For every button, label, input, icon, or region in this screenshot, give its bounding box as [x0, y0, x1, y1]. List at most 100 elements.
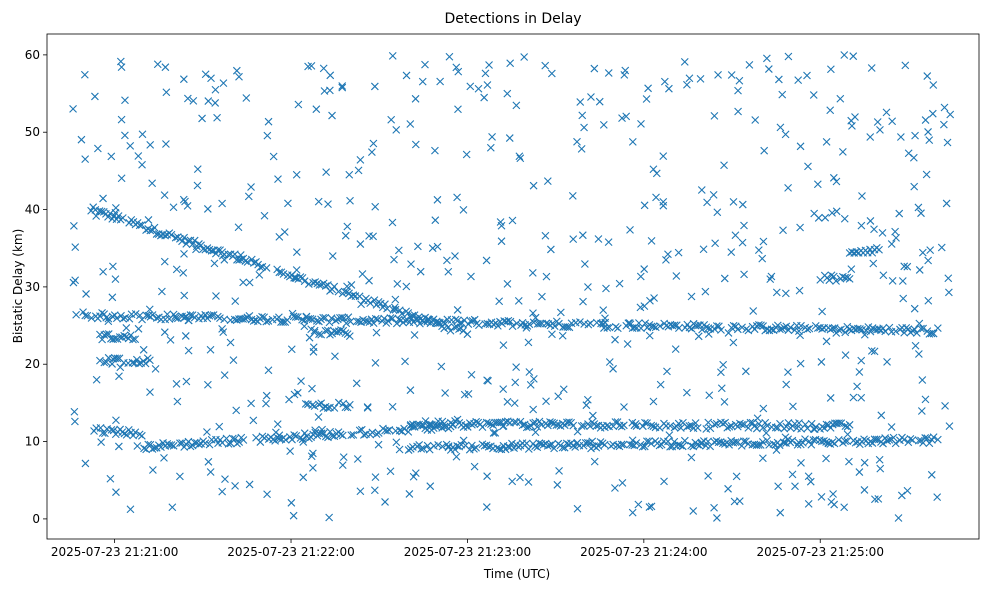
detection-point [392, 125, 401, 134]
detection-point [578, 231, 587, 240]
detection-point [841, 437, 849, 446]
detection-point [942, 199, 951, 208]
detection-point [134, 324, 143, 333]
detection-point [466, 82, 475, 91]
detection-point [866, 133, 875, 141]
detection-point [512, 101, 521, 110]
detection-point [548, 418, 557, 427]
detection-point [213, 113, 221, 122]
detection-point [767, 272, 776, 281]
detection-point [759, 322, 767, 330]
detection-point [572, 439, 581, 448]
detection-point [867, 64, 876, 72]
detection-point [404, 428, 413, 436]
detection-point [211, 85, 220, 94]
detection-point [101, 429, 109, 438]
detection-point [632, 422, 641, 430]
detection-point [432, 422, 440, 431]
detection-point [485, 61, 493, 69]
detection-point [924, 296, 933, 305]
detection-point [192, 245, 200, 254]
detection-point [621, 66, 630, 75]
detection-point [99, 194, 107, 203]
detection-point [760, 146, 769, 155]
detection-point [642, 437, 651, 446]
detection-point [428, 244, 437, 253]
detection-point [901, 61, 910, 70]
detection-point [337, 326, 345, 334]
detection-point [264, 117, 273, 126]
detection-point [860, 458, 869, 467]
detection-point [160, 257, 169, 266]
detection-point [308, 401, 317, 409]
detection-point [491, 428, 500, 437]
detection-point [160, 191, 169, 199]
detection-point [775, 441, 784, 450]
detection-point [371, 314, 380, 323]
detection-point [709, 190, 718, 199]
detection-point [587, 444, 595, 453]
detection-point [758, 254, 767, 263]
detection-point [231, 434, 239, 443]
detection-point [516, 154, 525, 163]
detection-point [281, 435, 290, 444]
detection-point [304, 280, 313, 288]
detection-point [568, 191, 577, 200]
detection-point [652, 193, 660, 202]
detection-point [374, 440, 383, 449]
detection-point [889, 433, 898, 442]
detection-point [914, 203, 923, 212]
detection-point [543, 177, 552, 186]
detection-point [704, 324, 713, 333]
detection-point [685, 74, 694, 83]
detection-point [345, 170, 354, 179]
detection-point [188, 240, 197, 249]
detection-point [292, 248, 301, 256]
detection-point [352, 379, 361, 388]
detection-point [729, 197, 738, 206]
detection-point [746, 418, 755, 427]
detection-point [619, 421, 628, 430]
detection-point [235, 256, 243, 264]
detection-point [807, 419, 816, 428]
detection-point [663, 367, 671, 376]
detection-point [701, 287, 710, 296]
detection-point [171, 314, 180, 322]
detection-point [219, 79, 228, 87]
detection-point [331, 352, 339, 361]
detection-point [538, 292, 546, 301]
detection-point [553, 480, 562, 489]
detection-point [744, 423, 753, 432]
detection-point [322, 168, 331, 177]
detection-point [807, 440, 816, 449]
detection-point [431, 146, 439, 155]
detection-point [299, 473, 308, 482]
detection-point [459, 205, 468, 214]
detection-point [810, 425, 819, 434]
detection-point [345, 332, 354, 340]
detection-point [102, 358, 111, 367]
detection-point [287, 345, 296, 354]
detection-point [262, 264, 271, 272]
detection-point [180, 233, 189, 242]
y-tick-label: 0 [32, 512, 40, 526]
detection-point [206, 468, 215, 476]
detection-point [885, 435, 894, 444]
detection-point [483, 472, 491, 481]
detection-point [92, 375, 101, 384]
detection-point [547, 69, 556, 78]
detection-point [456, 319, 464, 328]
detection-point [489, 429, 498, 437]
detection-point [904, 438, 913, 447]
detection-point [617, 440, 626, 449]
detection-point [822, 454, 830, 463]
detection-point [869, 259, 878, 268]
detection-point [799, 439, 807, 447]
detection-point [573, 504, 582, 513]
detection-point [472, 443, 480, 452]
detection-point [411, 94, 420, 103]
detection-point [741, 367, 750, 376]
detection-point [421, 417, 430, 425]
detection-point [841, 273, 850, 282]
detection-point [780, 323, 789, 332]
